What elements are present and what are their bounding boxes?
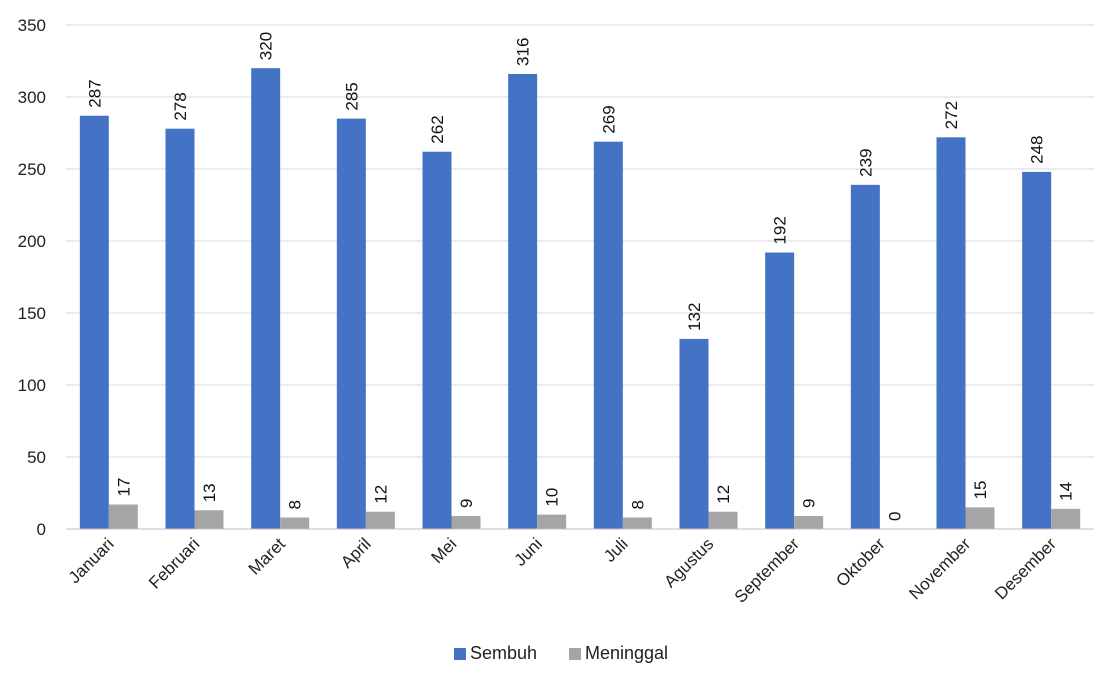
- bar-sembuh: [508, 73, 538, 530]
- data-label-meninggal: 14: [1057, 482, 1076, 501]
- bar-meninggal: [280, 517, 310, 529]
- bar-sembuh: [765, 252, 795, 529]
- bar-meninggal: [708, 511, 738, 529]
- bar-sembuh: [336, 118, 366, 529]
- legend-label-meninggal: Meninggal: [585, 643, 668, 663]
- y-tick-label: 250: [18, 160, 46, 179]
- data-label-meninggal: 0: [885, 512, 904, 521]
- bars: [79, 68, 1081, 530]
- bar-sembuh: [422, 151, 452, 529]
- data-label-meninggal: 12: [714, 485, 733, 504]
- y-tick-label: 50: [27, 448, 46, 467]
- bar-sembuh: [850, 184, 880, 529]
- bar-meninggal: [794, 516, 824, 529]
- bar-sembuh: [165, 128, 195, 529]
- data-label-sembuh: 132: [685, 303, 704, 331]
- data-label-sembuh: 192: [771, 216, 790, 244]
- x-axis-ticks: Januari Februari Maret April Mei Juni Juli Agus…: [65, 534, 1060, 606]
- x-tick-label: Maret: [245, 534, 289, 578]
- data-label-meninggal: 15: [971, 480, 990, 499]
- y-tick-label: 0: [37, 520, 46, 539]
- legend-label-sembuh: Sembuh: [470, 643, 537, 663]
- data-label-meninggal: 9: [800, 499, 819, 508]
- y-tick-label: 350: [18, 16, 46, 35]
- data-label-meninggal: 8: [286, 500, 305, 509]
- bar-meninggal: [537, 514, 567, 529]
- y-tick-label: 200: [18, 232, 46, 251]
- x-tick-label: April: [337, 534, 374, 571]
- y-axis-ticks: 0 50 100 150 200 250 300 350: [18, 16, 46, 539]
- y-tick-label: 150: [18, 304, 46, 323]
- x-tick-label: Januari: [65, 534, 118, 587]
- x-tick-label: September: [731, 534, 803, 606]
- bar-meninggal: [194, 510, 224, 529]
- bar-meninggal: [108, 504, 138, 529]
- data-label-sembuh: 285: [342, 82, 361, 110]
- x-tick-label: Desember: [991, 534, 1060, 603]
- y-tick-label: 100: [18, 376, 46, 395]
- data-label-sembuh: 239: [856, 148, 875, 176]
- legend-swatch-meninggal: [569, 648, 581, 660]
- bar-sembuh: [679, 338, 709, 529]
- data-label-meninggal: 8: [628, 500, 647, 509]
- x-tick-label: Juni: [511, 534, 546, 569]
- data-label-meninggal: 12: [371, 485, 390, 504]
- data-label-sembuh: 248: [1028, 136, 1047, 164]
- data-labels: 287 17 278 13 320 8 285 12 262 9 316 10 269 8 132 12 192…: [85, 32, 1075, 521]
- data-label-sembuh: 262: [428, 115, 447, 143]
- bar-sembuh: [1022, 171, 1052, 529]
- legend-swatch-sembuh: [454, 648, 466, 660]
- bar-meninggal: [451, 516, 481, 529]
- bar-meninggal: [622, 517, 652, 529]
- bar-sembuh: [79, 115, 109, 529]
- y-tick-label: 300: [18, 88, 46, 107]
- x-tick-label: Oktober: [832, 534, 888, 590]
- data-label-meninggal: 17: [114, 478, 133, 497]
- x-tick-label: Juli: [600, 534, 631, 565]
- data-label-sembuh: 272: [942, 101, 961, 129]
- data-label-sembuh: 269: [599, 105, 618, 133]
- bar-meninggal: [365, 511, 395, 529]
- gridlines: [66, 24, 1094, 458]
- data-label-sembuh: 320: [257, 32, 276, 60]
- data-label-meninggal: 9: [457, 499, 476, 508]
- data-label-meninggal: 10: [543, 488, 562, 507]
- x-tick-label: Agustus: [660, 534, 717, 591]
- x-tick-label: Mei: [428, 534, 461, 567]
- bar-sembuh: [593, 141, 623, 529]
- bar-meninggal: [965, 507, 995, 529]
- data-label-sembuh: 278: [171, 92, 190, 120]
- x-tick-label: November: [905, 534, 974, 603]
- bar-meninggal: [1051, 508, 1081, 529]
- legend: Sembuh Meninggal: [454, 643, 668, 663]
- data-label-sembuh: 316: [514, 38, 533, 66]
- x-tick-label: Februari: [145, 534, 203, 592]
- bar-sembuh: [251, 68, 281, 529]
- data-label-sembuh: 287: [85, 79, 104, 107]
- data-label-meninggal: 13: [200, 483, 219, 502]
- bar-sembuh: [936, 137, 966, 529]
